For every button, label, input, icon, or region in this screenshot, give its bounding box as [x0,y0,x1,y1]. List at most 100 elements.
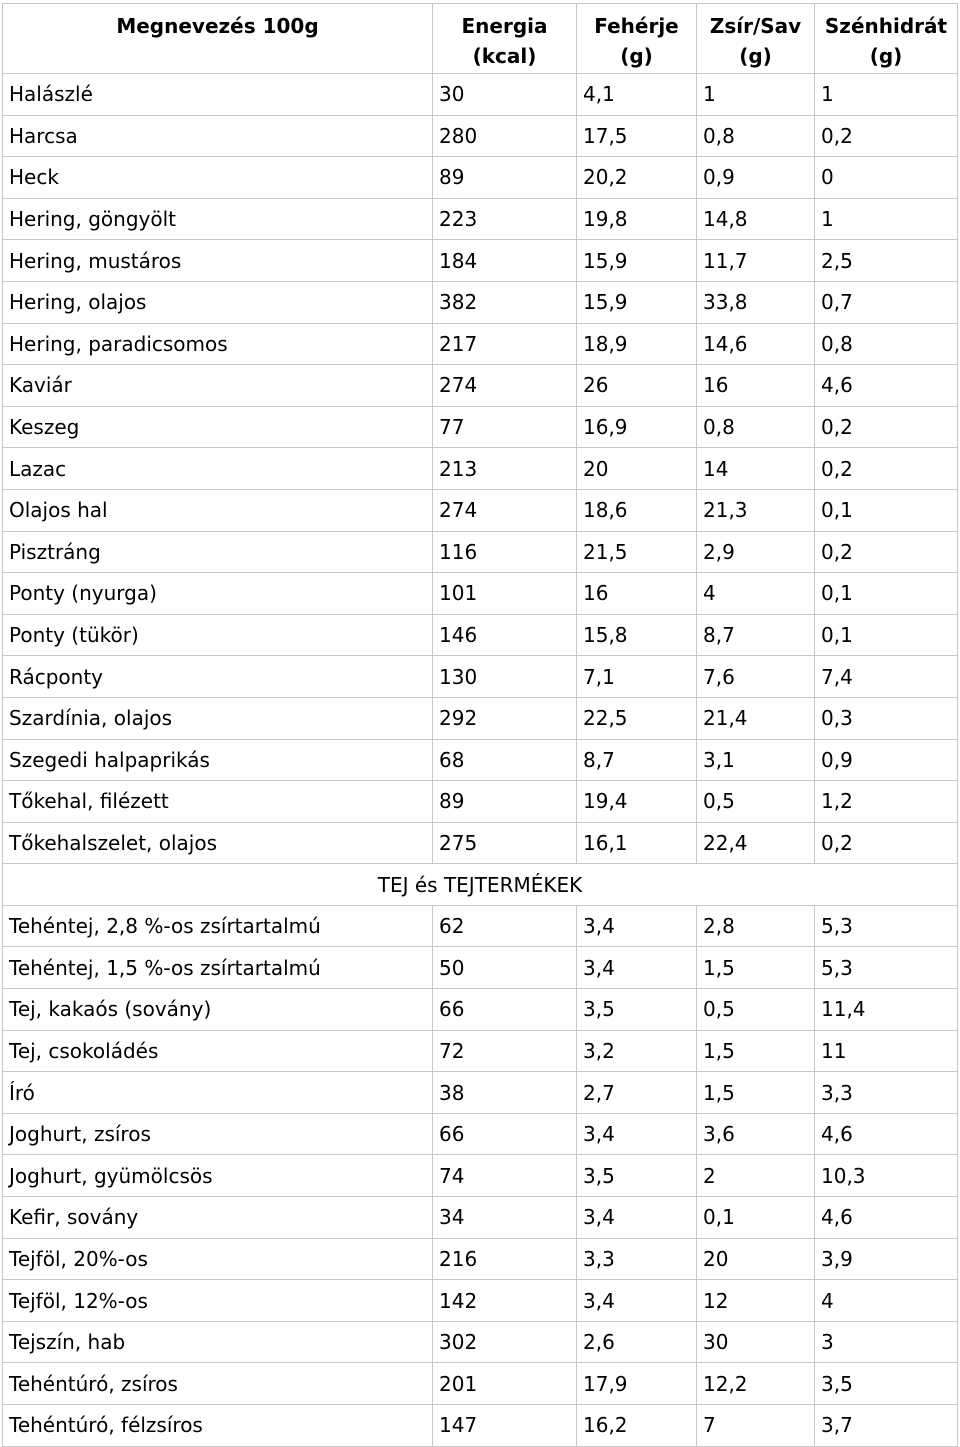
cell-name: Szegedi halpaprikás [2,738,433,782]
cell-fat: 14,6 [696,322,815,366]
cell-name: Rácponty [2,655,433,698]
header-carb-label: Szénhidrát [824,14,948,38]
table-row: Keszeg 77 16,9 0,8 0,2 [2,405,958,449]
cell-protein: 18,6 [576,488,697,532]
cell-energy: 201 [432,1362,577,1405]
table-row: Tehéntúró, zsíros 201 17,9 12,2 3,5 [2,1362,958,1405]
cell-carb: 0,9 [814,738,958,782]
cell-protein: 3,4 [576,904,697,948]
cell-energy: 280 [432,114,577,158]
header-protein-label: Fehérje [594,14,679,38]
cell-fat: 2,9 [696,530,815,574]
table-row: Lazac 213 20 14 0,2 [2,447,958,490]
cell-protein: 3,4 [576,1112,697,1156]
cell-fat: 3,6 [696,1112,815,1156]
table-body: Halászlé 30 4,1 1 1 Harcsa 280 17,5 0,8 0,2 Heck 89… [2,73,958,1447]
cell-fat: 21,4 [696,696,815,740]
cell-carb: 0,2 [814,114,958,158]
cell-carb: 0,7 [814,280,958,324]
table-row: Tejföl, 20%-os 216 3,3 20 3,9 [2,1237,958,1281]
table-row: Pisztráng 116 21,5 2,9 0,2 [2,530,958,574]
cell-carb: 4 [814,1279,958,1322]
cell-fat: 20 [696,1237,815,1281]
table-row: Szardínia, olajos 292 22,5 21,4 0,3 [2,696,958,740]
cell-name: Joghurt, zsíros [2,1112,433,1156]
cell-protein: 17,9 [576,1362,697,1405]
cell-fat: 12,2 [696,1362,815,1405]
cell-fat: 12 [696,1279,815,1322]
cell-energy: 213 [432,447,577,490]
table-row: Tőkehalszelet, olajos 275 16,1 22,4 0,2 [2,821,958,865]
header-energy: Energia (kcal) [432,3,577,74]
cell-protein: 2,6 [576,1320,697,1364]
cell-name: Kaviár [2,364,433,407]
cell-protein: 16,2 [576,1404,697,1447]
cell-name: Kefir, sovány [2,1196,433,1239]
cell-energy: 274 [432,364,577,407]
cell-protein: 15,8 [576,613,697,657]
cell-name: Hering, paradicsomos [2,322,433,366]
cell-carb: 10,3 [814,1154,958,1198]
header-row: Megnevezés 100g Energia (kcal) Fehérje (… [2,3,958,74]
header-name: Megnevezés 100g [2,3,433,74]
table-row: Halászlé 30 4,1 1 1 [2,73,958,116]
cell-carb: 1 [814,197,958,241]
cell-carb: 4,6 [814,364,958,407]
cell-name: Tej, csokoládés [2,1029,433,1073]
cell-energy: 275 [432,821,577,865]
cell-fat: 0,9 [696,156,815,199]
nutrition-table: Megnevezés 100g Energia (kcal) Fehérje (… [2,3,958,1447]
cell-carb: 1,2 [814,780,958,823]
cell-fat: 1,5 [696,946,815,990]
header-carb-unit: (g) [869,44,903,68]
cell-name: Tehéntej, 2,8 %-os zsírtartalmú [2,904,433,948]
cell-carb: 3,9 [814,1237,958,1281]
cell-carb: 0,2 [814,447,958,490]
cell-fat: 14 [696,447,815,490]
section-row: TEJ és TEJTERMÉKEK [2,863,958,906]
cell-name: Ponty (tükör) [2,613,433,657]
cell-name: Tejföl, 12%-os [2,1279,433,1322]
cell-protein: 3,4 [576,946,697,990]
cell-protein: 3,4 [576,1279,697,1322]
cell-carb: 0,2 [814,530,958,574]
cell-protein: 19,4 [576,780,697,823]
cell-protein: 8,7 [576,738,697,782]
cell-carb: 5,3 [814,904,958,948]
cell-carb: 11,4 [814,988,958,1031]
cell-protein: 3,4 [576,1196,697,1239]
cell-energy: 66 [432,1112,577,1156]
cell-protein: 16,9 [576,405,697,449]
cell-carb: 2,5 [814,239,958,282]
cell-fat: 0,5 [696,780,815,823]
table-row: Tehéntúró, félzsíros 147 16,2 7 3,7 [2,1404,958,1447]
cell-name: Tehéntúró, félzsíros [2,1404,433,1447]
header-fat: Zsír/Sav (g) [696,3,815,74]
cell-protein: 26 [576,364,697,407]
cell-carb: 0,1 [814,488,958,532]
header-fat-unit: (g) [739,44,772,68]
cell-energy: 66 [432,988,577,1031]
cell-protein: 17,5 [576,114,697,158]
cell-protein: 21,5 [576,530,697,574]
cell-name: Hering, mustáros [2,239,433,282]
table-row: Tej, csokoládés 72 3,2 1,5 11 [2,1029,958,1073]
cell-name: Tej, kakaós (sovány) [2,988,433,1031]
cell-protein: 22,5 [576,696,697,740]
cell-energy: 89 [432,780,577,823]
cell-energy: 72 [432,1029,577,1073]
cell-fat: 7,6 [696,655,815,698]
table-row: Író 38 2,7 1,5 3,3 [2,1071,958,1114]
cell-energy: 68 [432,738,577,782]
table-row: Joghurt, zsíros 66 3,4 3,6 4,6 [2,1112,958,1156]
table-row: Tőkehal, filézett 89 19,4 0,5 1,2 [2,780,958,823]
table-row: Szegedi halpaprikás 68 8,7 3,1 0,9 [2,738,958,782]
table-row: Tejföl, 12%-os 142 3,4 12 4 [2,1279,958,1322]
cell-fat: 1,5 [696,1029,815,1073]
cell-name: Olajos hal [2,488,433,532]
cell-name: Tejszín, hab [2,1320,433,1364]
cell-energy: 142 [432,1279,577,1322]
cell-carb: 7,4 [814,655,958,698]
section-title: TEJ és TEJTERMÉKEK [2,863,958,906]
table-row: Kefir, sovány 34 3,4 0,1 4,6 [2,1196,958,1239]
